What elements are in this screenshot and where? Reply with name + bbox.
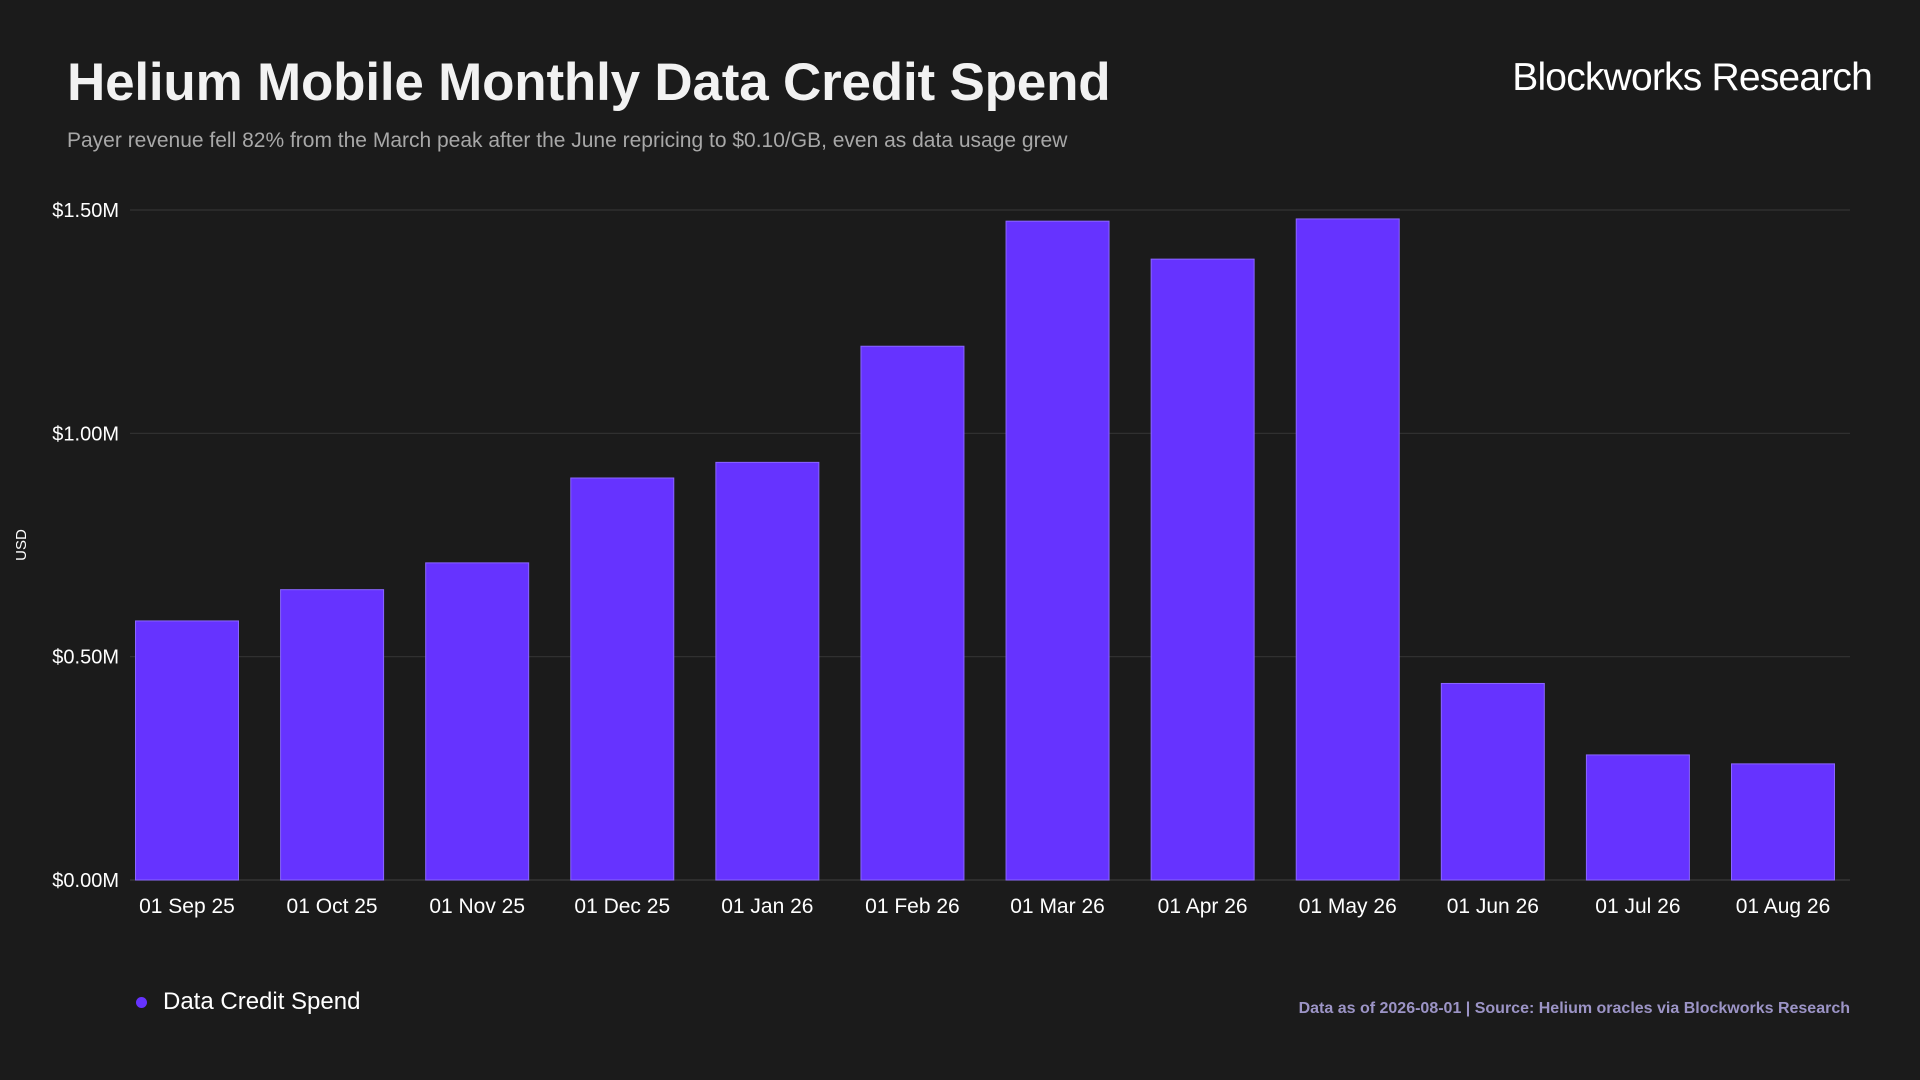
source-footnote: Data as of 2026-08-01 | Source: Helium o… <box>1298 1000 1850 1017</box>
y-tick-label: $0.00M <box>52 870 119 892</box>
y-axis-tick-labels: $0.00M $0.50M $1.00M $1.50M <box>52 200 119 892</box>
x-tick-label: 01 Jan 26 <box>721 895 813 918</box>
bar-01-jan-26[interactable] <box>715 461 820 881</box>
x-tick-label: 01 Sep 25 <box>139 895 235 918</box>
bars <box>135 218 1835 881</box>
x-tick-label: 01 Feb 26 <box>865 895 960 918</box>
chart-title: Helium Mobile Monthly Data Credit Spend <box>67 53 1111 112</box>
x-tick-label: 01 Oct 25 <box>287 895 378 918</box>
bar-01-may-26[interactable] <box>1295 218 1400 881</box>
bar-01-oct-25[interactable] <box>280 589 385 881</box>
x-tick-label: 01 Apr 26 <box>1158 895 1248 918</box>
x-tick-label: 01 May 26 <box>1299 895 1397 918</box>
legend-swatch-dot <box>136 996 147 1008</box>
bar-01-feb-26[interactable] <box>860 345 965 881</box>
x-tick-label: 01 Mar 26 <box>1010 895 1105 918</box>
chart-subtitle: Payer revenue fell 82% from the March pe… <box>67 129 1068 152</box>
bar-01-dec-25[interactable] <box>570 477 675 881</box>
brand-logo-text: Blockworks Research <box>1512 56 1873 99</box>
bar-01-apr-26[interactable] <box>1150 258 1255 881</box>
x-tick-label: 01 Aug 26 <box>1736 895 1831 918</box>
x-tick-label: 01 Nov 25 <box>429 895 525 918</box>
x-tick-label: 01 Jul 26 <box>1595 895 1680 918</box>
bar-01-jun-26[interactable] <box>1440 682 1545 881</box>
y-tick-label: $0.50M <box>52 647 119 669</box>
bar-01-nov-25[interactable] <box>425 562 530 881</box>
y-tick-label: $1.00M <box>52 423 119 445</box>
x-tick-label: 01 Dec 25 <box>574 895 670 918</box>
bar-01-jul-26[interactable] <box>1585 754 1690 881</box>
legend-label: Data Credit Spend <box>163 988 361 1015</box>
bar-01-aug-26[interactable] <box>1731 763 1835 881</box>
x-axis-tick-labels: 01 Sep 25 01 Oct 25 01 Nov 25 01 Dec 25 01 J… <box>139 895 1830 918</box>
grid-lines <box>130 209 1850 881</box>
y-tick-label: $1.50M <box>52 200 119 222</box>
y-axis-label: USD <box>13 529 30 561</box>
bar-01-mar-26[interactable] <box>1005 220 1110 881</box>
x-tick-label: 01 Jun 26 <box>1447 895 1539 918</box>
bar-01-sep-25[interactable] <box>135 620 239 881</box>
legend[interactable]: Data Credit Spend <box>136 988 360 1016</box>
